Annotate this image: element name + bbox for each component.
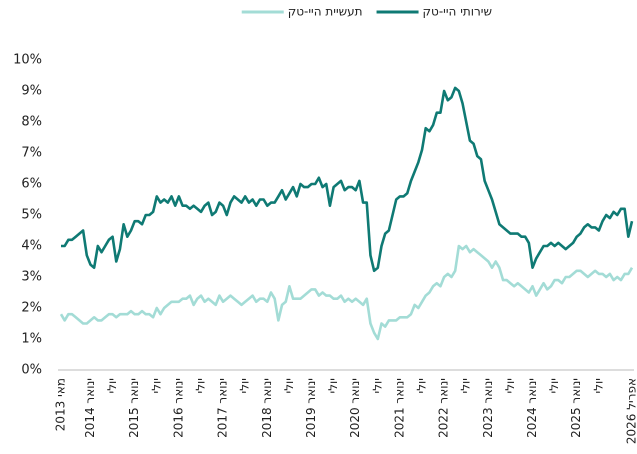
y-tick-label: 10% [13,53,42,68]
y-tick-label: 0% [21,363,42,378]
y-tick-label: 1% [21,332,42,347]
x-tick-label: יולי [193,378,207,393]
y-tick-label: 2% [21,301,42,316]
x-tick-label: יולי [415,378,429,393]
x-tick-label: ינואר 2025 [569,378,583,438]
x-tick-label: יולי [326,378,340,393]
x-tick-label: יולי [591,378,605,393]
x-tick-label: יולי [238,378,252,393]
legend-label: תעשיית היי-טק [288,5,363,19]
x-tick-label: יולי [547,378,561,393]
y-tick-label: 9% [21,84,42,99]
y-tick-label: 5% [21,208,42,223]
legend-label: שירותי היי-טק [423,5,492,19]
x-tick-label: ינואר 2023 [481,378,495,438]
x-tick-label: ינואר 2018 [260,378,274,438]
series-line [59,244,634,341]
y-tick-label: 6% [21,177,42,192]
x-tick-label: יולי [282,378,296,393]
x-tick-label: יולי [149,378,163,393]
x-tick-label: יולי [105,378,119,393]
y-tick-label: 4% [21,239,42,254]
series-line [61,86,634,273]
x-tick-label: יולי [503,378,517,393]
x-tick-label: ינואר 2016 [171,378,185,438]
x-tick-label: יולי [459,378,473,393]
x-tick-label: ינואר 2024 [525,378,539,438]
x-tick-label: יולי [370,378,384,393]
y-tick-label: 3% [21,270,42,285]
y-tick-label: 7% [21,146,42,161]
x-tick-label: מאי 2013 [54,378,68,431]
x-tick-label: ינואר 2019 [304,378,318,438]
x-tick-label: ינואר 2015 [127,378,141,438]
x-tick-label: ינואר 2022 [437,378,451,438]
x-tick-label: ינואר 2014 [83,378,97,438]
x-tick-label: אפריל 2026 [625,378,637,444]
y-tick-label: 8% [21,115,42,130]
x-tick-label: ינואר 2017 [216,378,230,438]
x-tick-label: ינואר 2020 [348,378,362,438]
x-tick-label: ינואר 2021 [392,378,406,438]
